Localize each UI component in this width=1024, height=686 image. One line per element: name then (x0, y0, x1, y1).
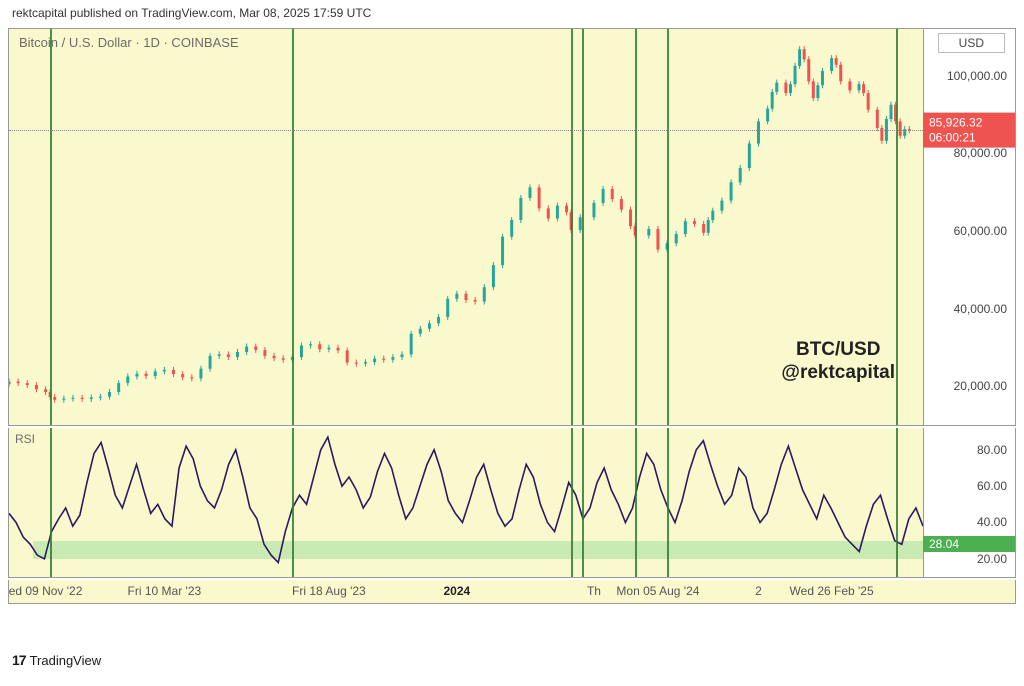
rsi-ylabel: 40.00 (977, 515, 1007, 529)
rsi-ylabel: 60.00 (977, 479, 1007, 493)
xaxis-label: Th (587, 584, 601, 598)
watermark: BTC/USD @rektcapital (781, 339, 895, 385)
rsi-label: RSI (15, 432, 35, 446)
tv-icon: 17 (12, 652, 26, 668)
vline (571, 428, 573, 577)
tradingview-logo[interactable]: 17 TradingView (12, 652, 101, 668)
vline (582, 428, 584, 577)
vline (667, 29, 669, 425)
rsi-svg (9, 428, 923, 577)
vline (667, 428, 669, 577)
xaxis-panel: ed 09 Nov '22 Fri 10 Mar '23 Fri 18 Aug '2… (8, 580, 1016, 604)
vline (292, 29, 294, 425)
rsi-current-badge: 28.04 (923, 536, 1015, 552)
publisher-header: rektcapital published on TradingView.com… (0, 0, 1024, 26)
currency-box[interactable]: USD (938, 33, 1005, 53)
vline (292, 428, 294, 577)
chart-container: Bitcoin / U.S. Dollar · 1D · COINBASE BT… (8, 28, 1016, 604)
vline (635, 428, 637, 577)
current-price-badge: 85,926.32 06:00:21 (923, 113, 1015, 148)
xaxis-label: Mon 05 Aug '24 (616, 584, 699, 598)
xaxis-label: Wed 26 Feb '25 (790, 584, 874, 598)
price-yaxis: USD 85,926.32 06:00:21 20,000.00 40,000.0… (923, 29, 1015, 425)
price-ylabel: 80,000.00 (954, 146, 1007, 160)
price-panel[interactable]: Bitcoin / U.S. Dollar · 1D · COINBASE BT… (8, 28, 1016, 426)
price-ylabel: 60,000.00 (954, 224, 1007, 238)
watermark-line2: @rektcapital (781, 362, 895, 385)
symbol-label: Bitcoin / U.S. Dollar · 1D · COINBASE (19, 35, 239, 50)
rsi-ylabel: 20.00 (977, 552, 1007, 566)
price-ylabel: 20,000.00 (954, 379, 1007, 393)
tradingview-text: TradingView (30, 653, 102, 668)
xaxis-label: Fri 10 Mar '23 (128, 584, 202, 598)
vline (50, 29, 52, 425)
watermark-line1: BTC/USD (781, 339, 895, 362)
vline (896, 29, 898, 425)
vline (635, 29, 637, 425)
current-price-line (9, 130, 923, 131)
vline (571, 29, 573, 425)
price-ylabel: 100,000.00 (947, 69, 1007, 83)
xaxis-label: ed 09 Nov '22 (9, 584, 83, 598)
rsi-panel[interactable]: RSI 28.04 20.00 40.00 60.00 80.00 (8, 428, 1016, 578)
xaxis-label: 2024 (444, 584, 471, 598)
vline (582, 29, 584, 425)
xaxis-label: 2 (755, 584, 762, 598)
current-price-value: 85,926.32 (929, 116, 1009, 130)
xaxis-label: Fri 18 Aug '23 (292, 584, 366, 598)
vline (896, 428, 898, 577)
rsi-yaxis: 28.04 20.00 40.00 60.00 80.00 (923, 428, 1015, 577)
publisher-text: rektcapital published on TradingView.com… (12, 6, 371, 20)
countdown-value: 06:00:21 (929, 130, 1009, 144)
rsi-plot-area (9, 428, 923, 577)
vline (50, 428, 52, 577)
price-ylabel: 40,000.00 (954, 302, 1007, 316)
rsi-ylabel: 80.00 (977, 443, 1007, 457)
